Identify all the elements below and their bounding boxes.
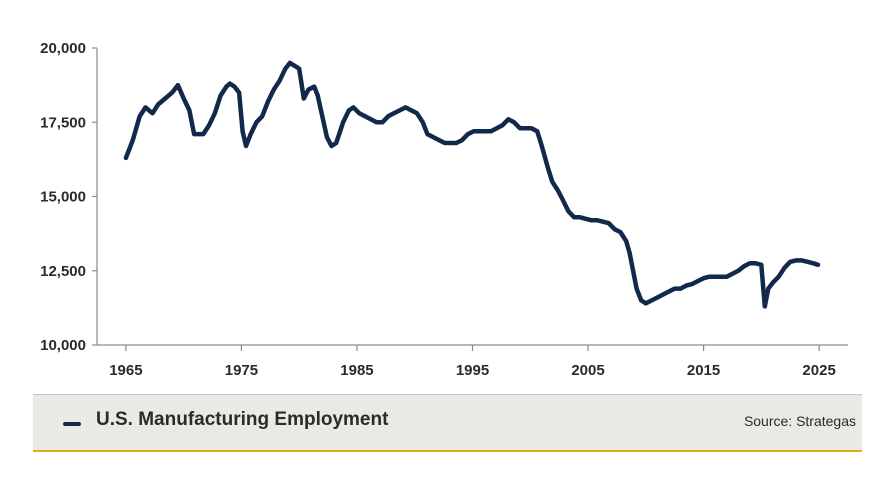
legend-band: U.S. Manufacturing Employment Source: St… [33,394,862,452]
x-axis-ticks: 1965 1975 1985 1995 2005 2015 2025 [109,345,836,379]
y-tick-label: 17,500 [40,114,86,131]
x-tick-label: 1995 [456,362,489,379]
x-tick-label: 1965 [109,362,142,379]
axes [96,48,848,346]
x-tick-label: 1975 [225,362,258,379]
x-tick-label: 2005 [571,362,604,379]
y-tick-label: 10,000 [40,337,86,354]
x-tick-label: 1985 [340,362,373,379]
source-note: Source: Strategas [743,413,856,429]
x-tick-label: 2015 [687,362,720,379]
y-axis-ticks: 10,000 12,500 15,000 17,500 20,000 [40,40,97,354]
legend-label: U.S. Manufacturing Employment [96,409,389,430]
x-tick-label: 2025 [802,362,835,379]
y-tick-label: 20,000 [40,40,86,57]
y-tick-label: 12,500 [40,263,86,280]
series-line-us-manufacturing-employment [123,60,821,309]
legend-swatch [63,422,81,426]
y-tick-label: 15,000 [40,189,86,206]
